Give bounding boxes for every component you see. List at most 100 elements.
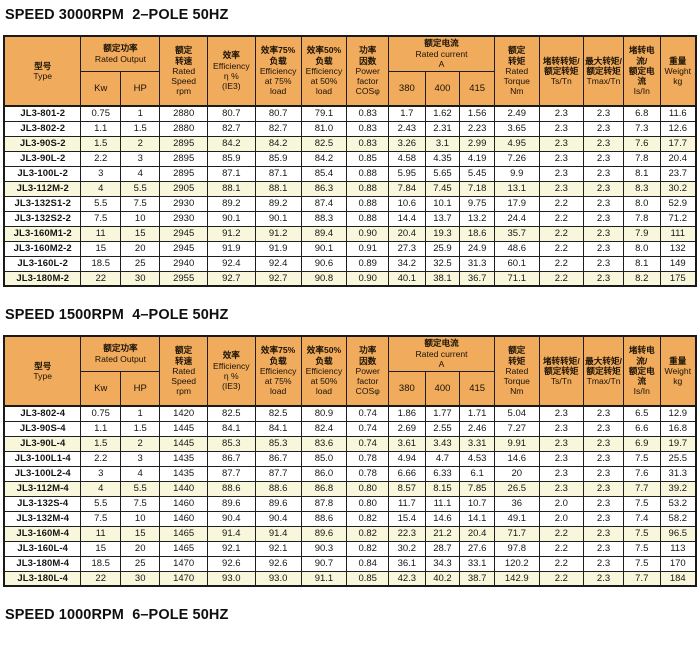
value-cell: 14.4 bbox=[388, 210, 426, 227]
value-cell: 0.78 bbox=[346, 450, 390, 467]
value-cell: 1440 bbox=[159, 480, 208, 497]
value-cell: 0.88 bbox=[346, 210, 390, 227]
col-subheader-kw: Kw bbox=[80, 370, 121, 407]
value-cell: 1445 bbox=[159, 420, 208, 437]
value-cell: 15 bbox=[80, 540, 121, 557]
value-cell: 2.2 bbox=[538, 255, 585, 272]
value-cell: 91.9 bbox=[254, 240, 302, 257]
value-cell: 8.0 bbox=[622, 195, 661, 212]
value-cell: 1.62 bbox=[424, 105, 461, 122]
value-cell: 90.8 bbox=[300, 270, 348, 287]
value-cell: 2.46 bbox=[459, 420, 495, 437]
value-cell: 40.2 bbox=[424, 570, 461, 587]
model-cell: JL3-132S-4 bbox=[3, 495, 82, 512]
value-cell: 7.6 bbox=[622, 135, 661, 152]
value-cell: 13.2 bbox=[459, 210, 495, 227]
table-row: JL3-160L-2 18.5 25 2940 92.4 92.4 90.6 0.89 34.2… bbox=[3, 255, 697, 272]
value-cell: 7.5 bbox=[623, 525, 661, 542]
value-cell: 2930 bbox=[159, 195, 208, 212]
value-cell: 88.6 bbox=[206, 480, 256, 497]
value-cell: 6.5 bbox=[623, 405, 661, 422]
model-cell: JL3-112M-2 bbox=[3, 180, 82, 197]
col-header-rated-speed: 额定 转速 Rated Speed rpm bbox=[159, 35, 208, 107]
value-cell: 91.4 bbox=[254, 525, 302, 542]
value-cell: 21.2 bbox=[424, 525, 461, 542]
value-cell: 2.2 bbox=[80, 150, 122, 167]
table-row: JL3-180M-2 22 30 2955 92.7 92.7 90.8 0.90 40.1 38… bbox=[3, 270, 697, 287]
value-cell: 7.5 bbox=[80, 510, 121, 527]
col-header-is-in: 堵转电流/额定电流 Is/In bbox=[623, 335, 661, 407]
value-cell: 14.6 bbox=[424, 510, 461, 527]
value-cell: 58.2 bbox=[659, 510, 697, 527]
model-cell: JL3-100L1-4 bbox=[3, 450, 82, 467]
value-cell: 5.95 bbox=[388, 165, 426, 182]
value-cell: 7.5 bbox=[119, 495, 161, 512]
value-cell: 92.4 bbox=[206, 255, 256, 272]
value-cell: 71.1 bbox=[493, 270, 540, 287]
col-header-weight: 重量 Weight kg bbox=[659, 335, 697, 407]
value-cell: 4.94 bbox=[388, 450, 426, 467]
value-cell: 3.61 bbox=[388, 435, 426, 452]
value-cell: 12.6 bbox=[659, 120, 697, 137]
col-header-efficiency-75: 效率75% 负载 Efficiency at 75% load bbox=[254, 35, 302, 107]
value-cell: 2945 bbox=[159, 225, 208, 242]
value-cell: 2.3 bbox=[583, 495, 624, 512]
value-cell: 5.04 bbox=[493, 405, 540, 422]
value-cell: 82.5 bbox=[254, 405, 302, 422]
value-cell: 7.5 bbox=[80, 210, 122, 227]
value-cell: 8.3 bbox=[622, 180, 661, 197]
value-cell: 7.8 bbox=[622, 210, 661, 227]
value-cell: 33.1 bbox=[459, 555, 495, 572]
value-cell: 71.2 bbox=[659, 210, 697, 227]
value-cell: 2.2 bbox=[80, 450, 121, 467]
value-cell: 2.3 bbox=[583, 240, 624, 257]
value-cell: 2930 bbox=[159, 210, 208, 227]
col-subheader-hp: HP bbox=[119, 370, 161, 407]
value-cell: 3.26 bbox=[388, 135, 426, 152]
model-cell: JL3-112M-4 bbox=[3, 480, 82, 497]
model-cell: JL3-160M-4 bbox=[3, 525, 82, 542]
col-subheader-400: 400 bbox=[424, 370, 461, 407]
value-cell: 7.18 bbox=[459, 180, 495, 197]
value-cell: 40.1 bbox=[388, 270, 426, 287]
value-cell: 82.5 bbox=[300, 135, 348, 152]
value-cell: 8.2 bbox=[622, 270, 661, 287]
value-cell: 11.6 bbox=[659, 105, 697, 122]
value-cell: 2.3 bbox=[583, 570, 624, 587]
value-cell: 4 bbox=[80, 480, 121, 497]
value-cell: 2.3 bbox=[538, 180, 585, 197]
value-cell: 1470 bbox=[159, 555, 208, 572]
col-header-type: 型号 Type bbox=[3, 35, 82, 107]
value-cell: 5.45 bbox=[459, 165, 495, 182]
col-header-efficiency: 效率 Efficiency η % (IE3) bbox=[206, 35, 256, 107]
value-cell: 1.71 bbox=[459, 405, 495, 422]
col-header-ts-tn: 堵转转矩/额定转矩 Ts/Tn bbox=[538, 335, 585, 407]
value-cell: 2.3 bbox=[583, 210, 624, 227]
value-cell: 84.1 bbox=[254, 420, 302, 437]
value-cell: 2.3 bbox=[538, 435, 585, 452]
value-cell: 1.7 bbox=[388, 105, 426, 122]
model-cell: JL3-802-4 bbox=[3, 405, 82, 422]
value-cell: 5.5 bbox=[119, 480, 161, 497]
value-cell: 0.88 bbox=[346, 180, 390, 197]
col-subheader-415: 415 bbox=[459, 370, 495, 407]
col-header-tmax-tn: 最大转矩/额定转矩 Tmax/Tn bbox=[583, 35, 624, 107]
value-cell: 2.3 bbox=[583, 270, 624, 287]
table-row: JL3-132S-4 5.5 7.5 1460 89.6 89.6 87.8 0.80 11.7… bbox=[3, 495, 697, 512]
value-cell: 10.1 bbox=[424, 195, 461, 212]
value-cell: 87.4 bbox=[300, 195, 348, 212]
value-cell: 87.7 bbox=[254, 465, 302, 482]
value-cell: 0.74 bbox=[346, 435, 390, 452]
value-cell: 8.1 bbox=[622, 165, 661, 182]
value-cell: 2.3 bbox=[583, 105, 624, 122]
value-cell: 7.9 bbox=[622, 225, 661, 242]
value-cell: 5.5 bbox=[80, 195, 122, 212]
value-cell: 36 bbox=[493, 495, 540, 512]
value-cell: 2.3 bbox=[583, 255, 624, 272]
value-cell: 2.2 bbox=[538, 555, 585, 572]
value-cell: 7.5 bbox=[623, 450, 661, 467]
value-cell: 87.8 bbox=[300, 495, 348, 512]
spec-table-1500rpm-4pole: 型号 Type 额定功率 Rated Output 额定 转速 Rated Speed rpm 效… bbox=[3, 335, 697, 587]
value-cell: 8.57 bbox=[388, 480, 426, 497]
value-cell: 2.69 bbox=[388, 420, 426, 437]
